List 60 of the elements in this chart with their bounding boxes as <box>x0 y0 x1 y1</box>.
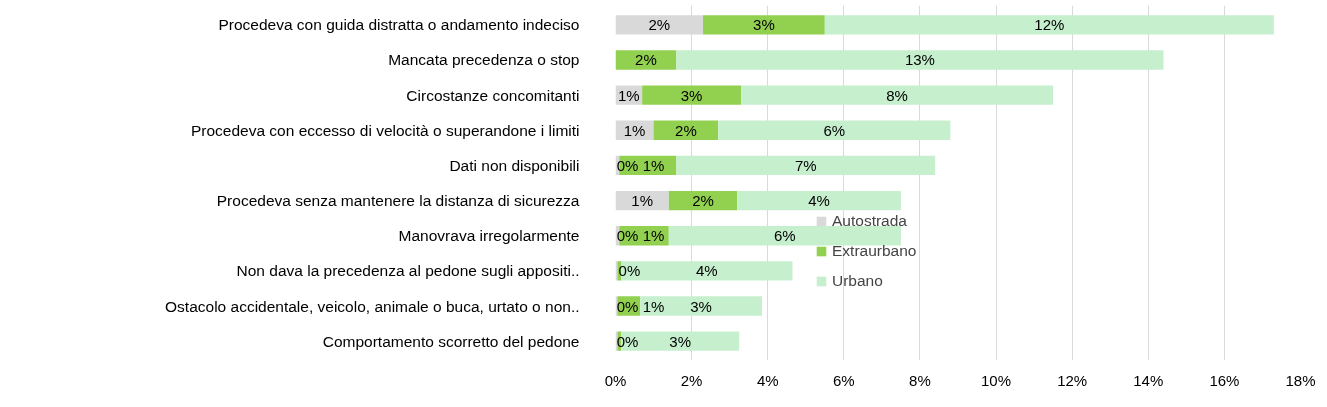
x-tick-label: 0% <box>604 371 627 389</box>
x-tick-label: 18% <box>1285 371 1316 389</box>
data-label: 4% <box>808 192 830 210</box>
data-label: 0% <box>618 262 641 280</box>
x-tick-label: 2% <box>680 371 703 389</box>
bar <box>668 226 901 246</box>
y-tick-label: Non dava la precedenza al pedone sugli appositi.. <box>236 262 580 280</box>
x-tick-label: 6% <box>832 371 855 389</box>
x-tick-label: 12% <box>1057 371 1088 389</box>
data-label: 1% <box>642 297 665 315</box>
x-tick-label: 8% <box>909 371 931 389</box>
bar <box>741 85 1054 105</box>
data-label: 3% <box>669 332 692 350</box>
data-label: 2% <box>692 192 714 210</box>
data-label: 7% <box>794 156 817 174</box>
data-label: 0% <box>616 332 639 350</box>
legend-label: Extraurbano <box>832 242 917 260</box>
data-label: 1% <box>631 192 653 210</box>
data-label: 12% <box>1034 16 1065 34</box>
y-tick-label: Procedeva senza mantenere la distanza di sicurezza <box>216 192 580 210</box>
x-tick-label: 16% <box>1209 371 1240 389</box>
legend-label: Autostrada <box>832 212 907 230</box>
data-label: 2% <box>648 16 671 34</box>
data-label: 13% <box>904 51 935 69</box>
data-label: 6% <box>774 227 796 245</box>
data-label: 8% <box>886 86 908 104</box>
data-label: 4% <box>695 262 718 280</box>
x-tick-label: 14% <box>1133 371 1164 389</box>
data-label: 3% <box>753 16 775 34</box>
y-tick-label: Dati non disponibili <box>449 156 580 174</box>
bar <box>718 120 951 140</box>
bar <box>676 155 936 176</box>
y-tick-label: Procedeva con eccesso di velocità o superandone i limiti <box>190 121 580 139</box>
y-tick-label: Ostacolo accidentale, veicolo, animale o buca, urtato o non.. <box>165 297 580 315</box>
bar <box>824 15 1274 35</box>
y-tick-label: Mancata precedenza o stop <box>388 51 580 69</box>
x-tick-label: 4% <box>756 371 779 389</box>
bar <box>640 296 763 316</box>
bar <box>621 261 793 281</box>
bar <box>737 190 901 211</box>
data-label: 3% <box>680 86 703 104</box>
data-label: 3% <box>690 297 712 315</box>
bar <box>703 15 825 35</box>
data-label: 0% <box>616 297 639 315</box>
legend-label: Urbano <box>832 272 883 290</box>
y-tick-label: Comportamento scorretto del pedone <box>322 332 580 350</box>
data-label: 1% <box>617 86 640 104</box>
bar <box>676 50 1164 70</box>
data-label: 2% <box>675 121 697 139</box>
data-label: 1% <box>623 121 646 139</box>
data-label: 1% <box>642 227 665 245</box>
bar <box>642 85 742 105</box>
bar <box>615 50 677 70</box>
y-tick-label: Circostanze concomitanti <box>406 86 580 104</box>
data-label: 1% <box>642 156 665 174</box>
x-tick-label: 10% <box>981 371 1012 389</box>
data-label: 6% <box>823 121 846 139</box>
y-tick-label: Procedeva con guida distratta o andamento indeciso <box>218 16 580 34</box>
y-tick-label: Manovrava irregolarmente <box>398 227 580 245</box>
data-label: 2% <box>635 51 657 69</box>
